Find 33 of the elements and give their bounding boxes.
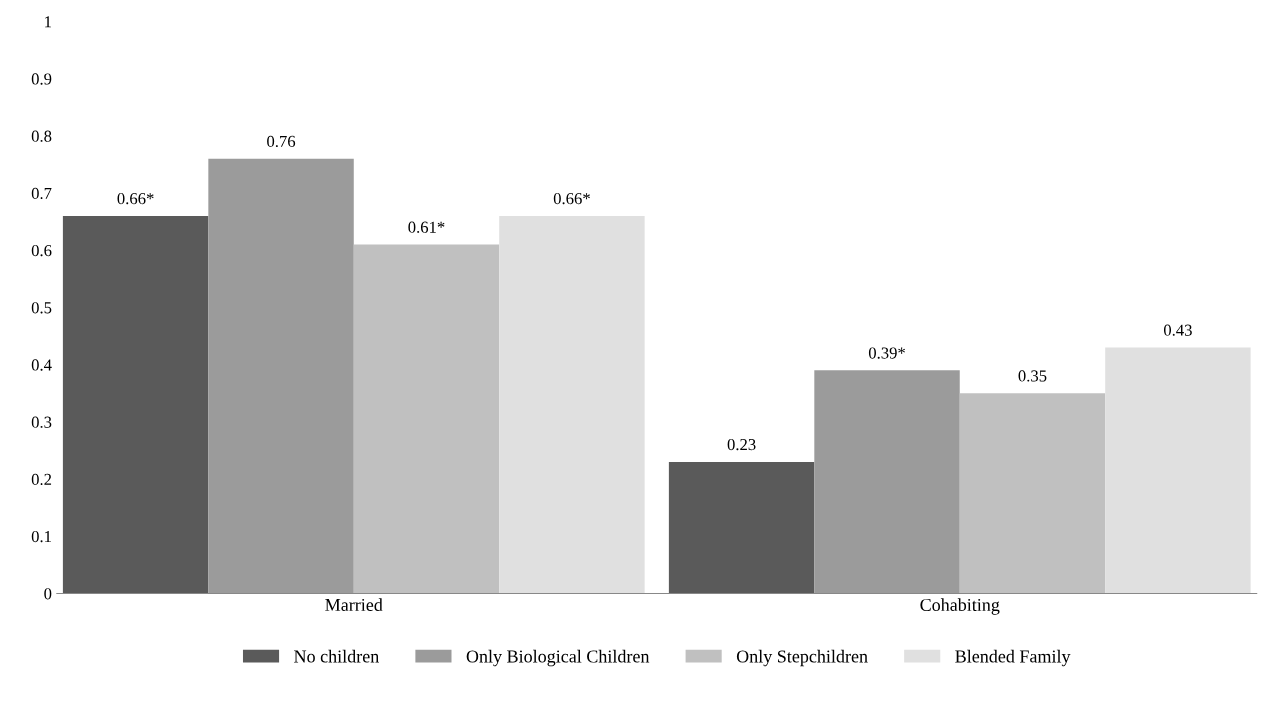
y-tick-label: 0.1 [31,530,51,543]
y-tick-label: 0.7 [31,187,52,200]
bar [668,461,815,594]
bar [959,393,1106,594]
data-label: 0.66* [117,192,154,205]
data-label: 0.61* [408,221,445,233]
legend-label: Blended Family [955,649,1071,667]
y-tick-label: 0.2 [31,473,52,486]
bar [1105,347,1251,594]
y-tick-label: 0.8 [31,130,52,142]
y-tick-label: 0.6 [31,244,52,257]
legend-label: No children [294,649,379,663]
y-tick-label: 0 [44,588,52,600]
legend-label: Only Stepchildren [736,649,868,667]
y-tick-label: 0.5 [31,302,52,314]
data-label: 0.76 [267,135,296,148]
bar [208,158,354,594]
y-tick-label: 0.3 [31,416,52,428]
y-tick-label: 1 [45,16,51,28]
bar [62,215,209,594]
x-tick-label: Married [325,598,383,612]
bar [353,244,500,594]
bar [814,370,960,594]
x-tick-label: Cohabiting [920,598,1000,615]
bar [499,215,645,594]
data-label: 0.66* [553,192,590,205]
legend-label: Only Biological Children [466,649,650,667]
data-label: 0.23 [727,438,756,451]
y-tick-label: 0.4 [31,359,52,371]
data-label: 0.35 [1018,370,1047,382]
data-label: 0.43 [1163,324,1192,336]
data-label: 0.39* [868,347,905,359]
y-tick-label: 0.9 [31,73,52,85]
